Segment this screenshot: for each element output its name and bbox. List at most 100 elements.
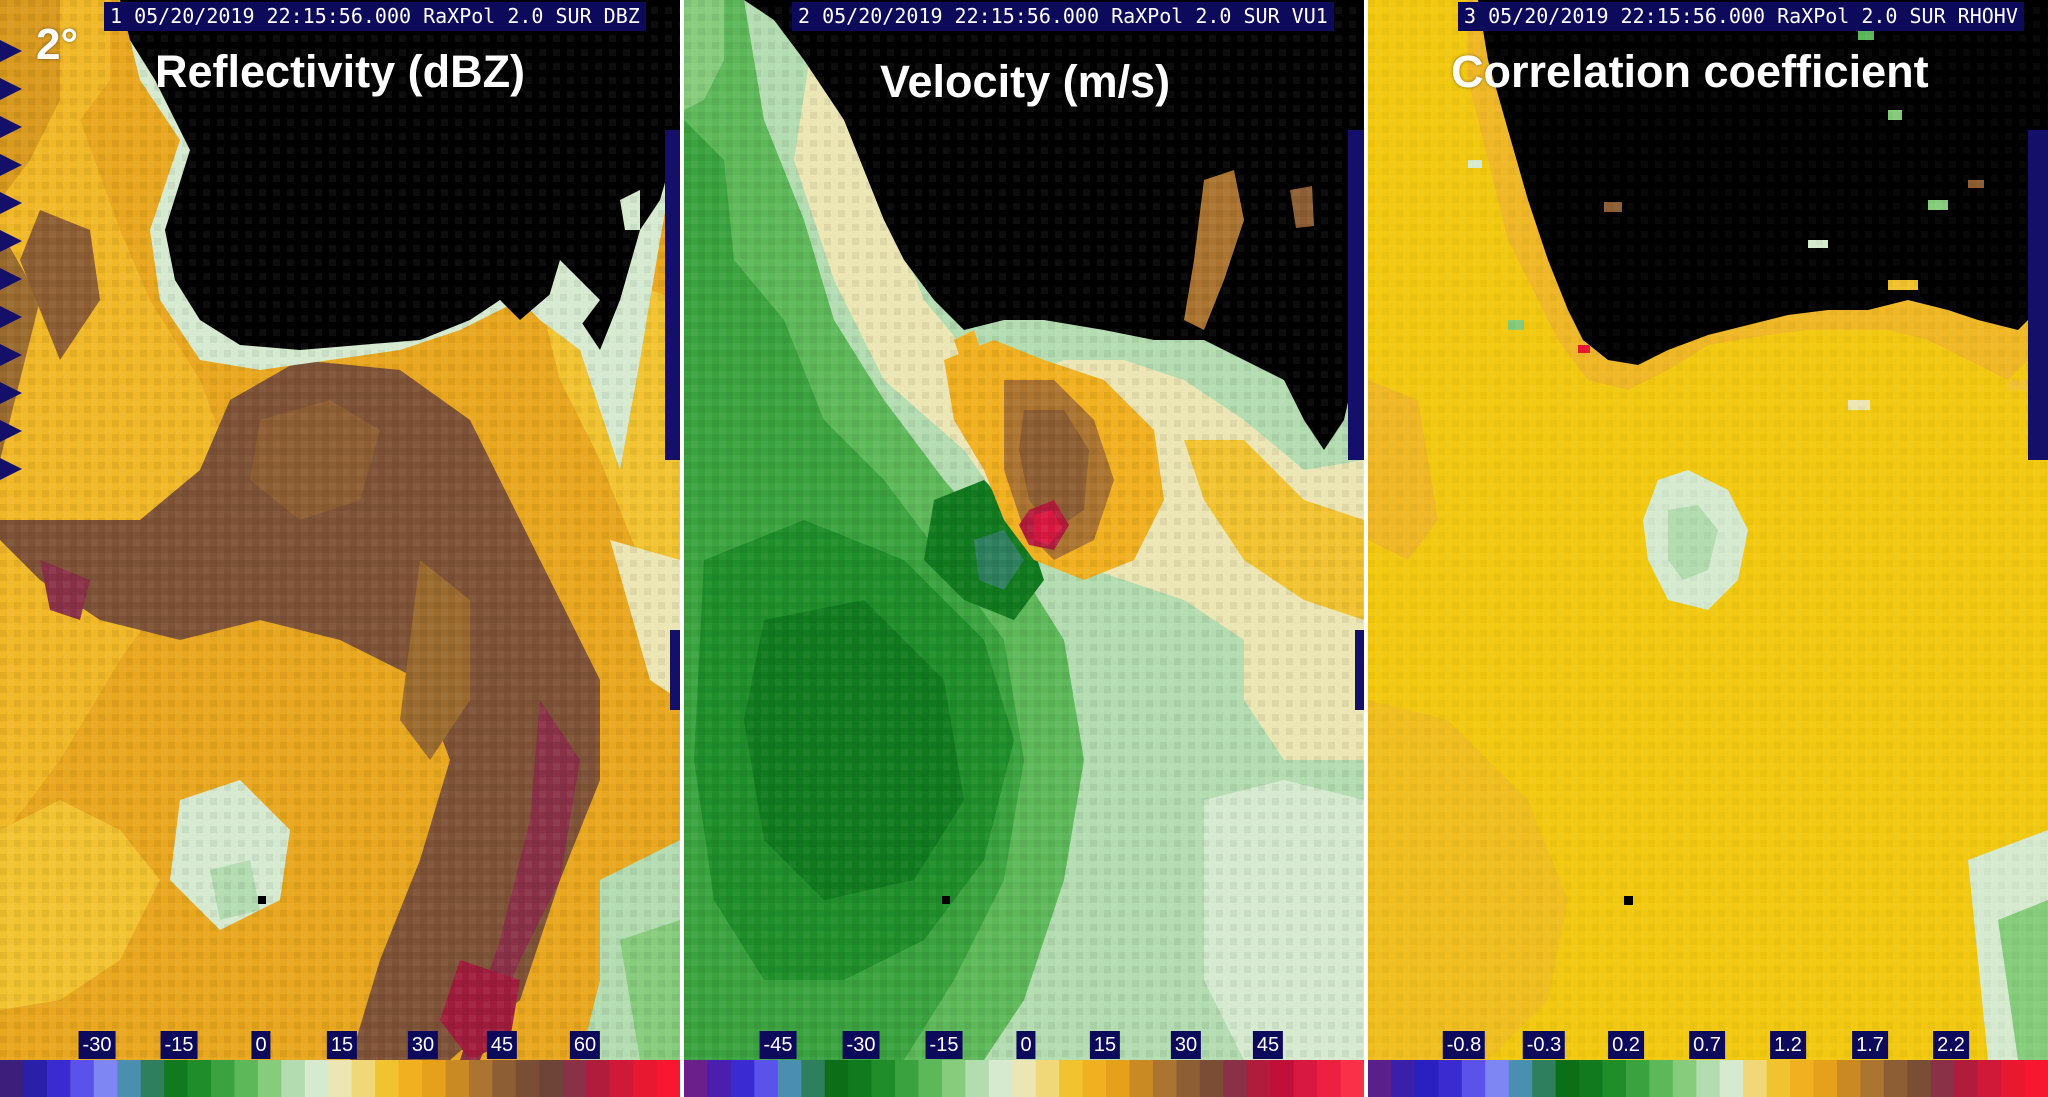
colorbar-swatch (562, 1060, 587, 1097)
colorbar-swatch (730, 1060, 755, 1097)
colorbar-swatch (684, 1060, 709, 1097)
colorbar-swatch (1293, 1060, 1318, 1097)
colorbar-swatch (871, 1060, 896, 1097)
colorbar-swatch (234, 1060, 259, 1097)
colorbar-tick: -15 (160, 1031, 198, 1059)
colorbar-swatch (1082, 1060, 1107, 1097)
colorbar-swatch (1340, 1060, 1364, 1097)
elevation-label: 2° (36, 20, 79, 69)
colorbar-swatch (398, 1060, 423, 1097)
colorbar-swatch (1012, 1060, 1037, 1097)
colorbar-swatch (1246, 1060, 1271, 1097)
panel-header: 3 05/20/2019 22:15:56.000 RaXPol 2.0 SUR… (1458, 2, 2024, 31)
colorbar-swatch (1199, 1060, 1224, 1097)
colorbar-swatch (824, 1060, 849, 1097)
panel-divider (1364, 0, 1367, 1097)
colorbar-swatch (70, 1060, 95, 1097)
colorbar-tick: 60 (569, 1031, 601, 1059)
colorbar-swatch (1438, 1060, 1463, 1097)
colorbar (1368, 1060, 2048, 1097)
colorbar-swatch (586, 1060, 611, 1097)
colorbar-tick: -30 (78, 1031, 116, 1059)
colorbar-tick: -0.8 (1442, 1031, 1486, 1059)
colorbar-swatch (941, 1060, 966, 1097)
colorbar-swatch (1508, 1060, 1533, 1097)
colorbar-swatch (93, 1060, 118, 1097)
colorbar-swatch (211, 1060, 236, 1097)
colorbar-swatch (539, 1060, 564, 1097)
colorbar-swatch (1696, 1060, 1721, 1097)
colorbar-swatch (1954, 1060, 1979, 1097)
colorbar-swatch (1602, 1060, 1627, 1097)
colorbar-swatch (304, 1060, 329, 1097)
colorbar-swatch (1860, 1060, 1885, 1097)
panel-header: 2 05/20/2019 22:15:56.000 RaXPol 2.0 SUR… (792, 2, 1334, 31)
colorbar (684, 1060, 1364, 1097)
panel-title: Correlation coefficient (1451, 46, 1929, 97)
colorbar-swatch (1625, 1060, 1650, 1097)
colorbar-swatch (754, 1060, 779, 1097)
colorbar-swatch (1579, 1060, 1604, 1097)
colorbar-swatch (1461, 1060, 1486, 1097)
colorbar-swatch (515, 1060, 540, 1097)
colorbar-swatch (1790, 1060, 1815, 1097)
colorbar-swatch (0, 1060, 25, 1097)
panel-header: 1 05/20/2019 22:15:56.000 RaXPol 2.0 SUR… (104, 2, 646, 31)
colorbar-swatch (1059, 1060, 1084, 1097)
colorbar-tick: -15 (925, 1031, 963, 1059)
colorbar-swatch (1368, 1060, 1393, 1097)
colorbar-swatch (164, 1060, 189, 1097)
colorbar-swatch (1152, 1060, 1178, 1097)
colorbar-swatch (895, 1060, 920, 1097)
colorbar-swatch (351, 1060, 376, 1097)
colorbar-swatch (777, 1060, 802, 1097)
panel-divider (680, 0, 683, 1097)
colorbar-swatch (1223, 1060, 1248, 1097)
colorbar-swatch (1766, 1060, 1791, 1097)
colorbar-tick: 45 (1252, 1031, 1284, 1059)
colorbar-tick: 15 (326, 1031, 358, 1059)
colorbar-swatch (656, 1060, 680, 1097)
colorbar-swatch (1532, 1060, 1557, 1097)
colorbar-swatch (1106, 1060, 1131, 1097)
colorbar-swatch (1907, 1060, 1932, 1097)
colorbar-swatch (23, 1060, 48, 1097)
colorbar-swatch (1930, 1060, 1955, 1097)
colorbar-tick: 0.7 (1689, 1031, 1725, 1059)
colorbar-swatch (2024, 1060, 2048, 1097)
colorbar-tick: 30 (407, 1031, 439, 1059)
colorbar-swatch (801, 1060, 826, 1097)
colorbar-swatch (707, 1060, 732, 1097)
panel-title: Reflectivity (dBZ) (155, 46, 526, 97)
colorbar-tick: 0 (1016, 1031, 1036, 1059)
colorbar-swatch (988, 1060, 1013, 1097)
colorbar-ticks: -0.8 -0.3 0.2 0.7 1.2 1.7 2.2 (1368, 1031, 2048, 1061)
range-markers (0, 40, 22, 480)
correlation-panel: 3 05/20/2019 22:15:56.000 RaXPol 2.0 SUR… (1368, 0, 2048, 1097)
colorbar-swatch (187, 1060, 212, 1097)
colorbar-swatch (1035, 1060, 1060, 1097)
colorbar-swatch (140, 1060, 165, 1097)
colorbar-tick: -45 (759, 1031, 797, 1059)
correlation-field (1368, 0, 2048, 1060)
colorbar-swatch (1719, 1060, 1744, 1097)
colorbar-swatch (1836, 1060, 1862, 1097)
colorbar-swatch (848, 1060, 873, 1097)
panel-title: Velocity (m/s) (880, 56, 1171, 107)
colorbar (0, 1060, 680, 1097)
reflectivity-field (0, 0, 680, 1060)
colorbar-swatch (1485, 1060, 1510, 1097)
colorbar-swatch (445, 1060, 470, 1097)
colorbar-swatch (492, 1060, 517, 1097)
colorbar-swatch (117, 1060, 142, 1097)
colorbar-tick: 45 (486, 1031, 518, 1059)
colorbar-swatch (468, 1060, 494, 1097)
colorbar-swatch (2001, 1060, 2026, 1097)
colorbar-swatch (1883, 1060, 1908, 1097)
colorbar-swatch (1270, 1060, 1295, 1097)
colorbar-tick: 0.2 (1608, 1031, 1644, 1059)
colorbar-swatch (257, 1060, 282, 1097)
colorbar-swatch (1649, 1060, 1674, 1097)
colorbar-swatch (375, 1060, 400, 1097)
colorbar-swatch (609, 1060, 634, 1097)
